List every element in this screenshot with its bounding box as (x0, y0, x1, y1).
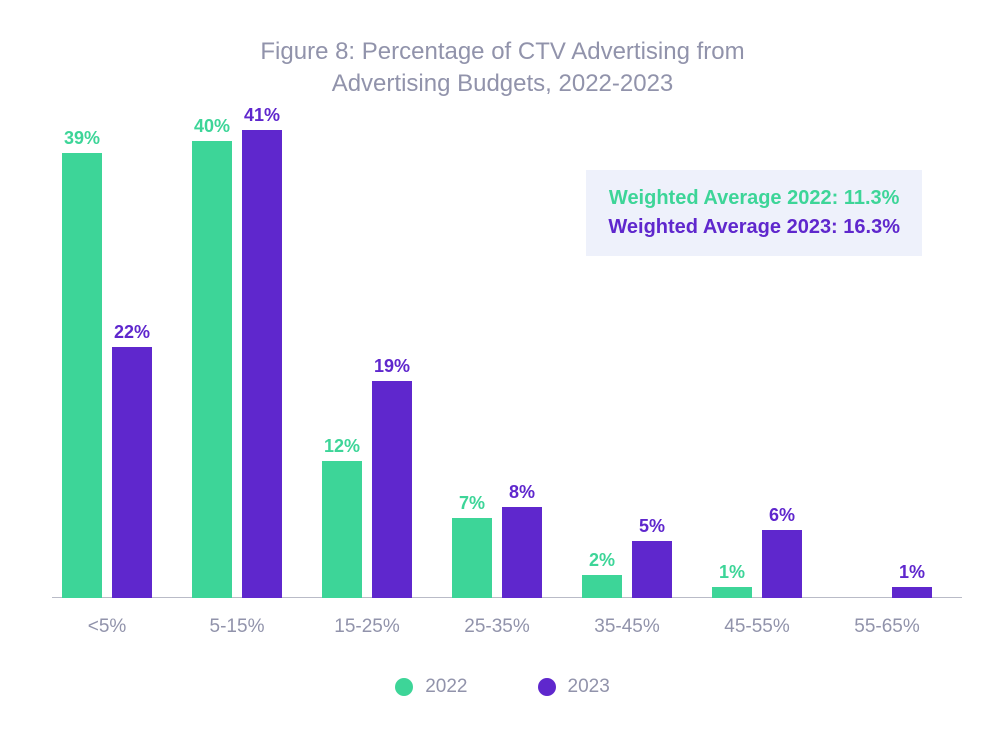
bar-group: 1% 6% (712, 530, 802, 598)
bar-group: 1% (842, 587, 932, 598)
bar-2023: 8% (502, 507, 542, 598)
bar-2022: 1% (712, 587, 752, 598)
bar-2023: 1% (892, 587, 932, 598)
weighted-average-2022: Weighted Average 2022: 11.3% (608, 184, 900, 213)
bar-value-label: 19% (372, 356, 412, 381)
bar-2023: 41% (242, 130, 282, 598)
bar-value-label: 5% (632, 516, 672, 541)
category-label: <5% (88, 598, 127, 638)
category-label: 25-35% (464, 598, 530, 638)
bar-group: 12%19% (322, 381, 412, 598)
legend-label-2022: 2022 (425, 676, 467, 698)
chart-title-line2: Advertising Budgets, 2022-2023 (332, 70, 674, 97)
bar-value-label: 1% (712, 562, 752, 587)
bar-2022: 39% (62, 153, 102, 598)
bar-value-label: 22% (112, 322, 152, 347)
bar-2023: 19% (372, 381, 412, 598)
category-label: 45-55% (724, 598, 790, 638)
bar-2022: 40% (192, 141, 232, 598)
legend-item-2022: 2022 (395, 676, 467, 698)
bar-value-label: 7% (452, 493, 492, 518)
category-label: 15-25% (334, 598, 400, 638)
legend-swatch-2023-icon (538, 678, 556, 696)
bar-value-label: 6% (762, 505, 802, 530)
bar-value-label: 8% (502, 482, 542, 507)
bar-value-label: 2% (582, 550, 622, 575)
bar-value-label: 12% (322, 436, 362, 461)
category-label: 5-15% (210, 598, 265, 638)
bar-2023: 5% (632, 541, 672, 598)
bar-group: 7%8% (452, 507, 542, 598)
bar-value-label: 1% (892, 562, 932, 587)
bar-2023: 22% (112, 347, 152, 598)
bar-2022: 7% (452, 518, 492, 598)
weighted-average-box: Weighted Average 2022: 11.3% Weighted Av… (586, 170, 922, 256)
bar-2023: 6% (762, 530, 802, 598)
weighted-average-2023: Weighted Average 2023: 16.3% (608, 213, 900, 242)
bar-group: 39%22% (62, 153, 152, 598)
bar-2022: 12% (322, 461, 362, 598)
bar-group: 2% 5% (582, 541, 672, 598)
plot-area: 39%22%40%41%12%19%7%8%2%5%1%6%1% <5%5-15… (52, 130, 962, 598)
legend: 2022 2023 (0, 676, 1005, 698)
bar-value-label: 39% (62, 128, 102, 153)
bar-group: 40%41% (192, 130, 282, 598)
bar-2022: 2% (582, 575, 622, 598)
legend-label-2023: 2023 (568, 676, 610, 698)
category-label: 35-45% (594, 598, 660, 638)
bar-value-label: 41% (242, 105, 282, 130)
chart-title-line1: Figure 8: Percentage of CTV Advertising … (260, 38, 744, 65)
bar-value-label: 40% (192, 116, 232, 141)
category-label: 55-65% (854, 598, 920, 638)
legend-swatch-2022-icon (395, 678, 413, 696)
legend-item-2023: 2023 (538, 676, 610, 698)
chart-title: Figure 8: Percentage of CTV Advertising … (0, 0, 1005, 101)
